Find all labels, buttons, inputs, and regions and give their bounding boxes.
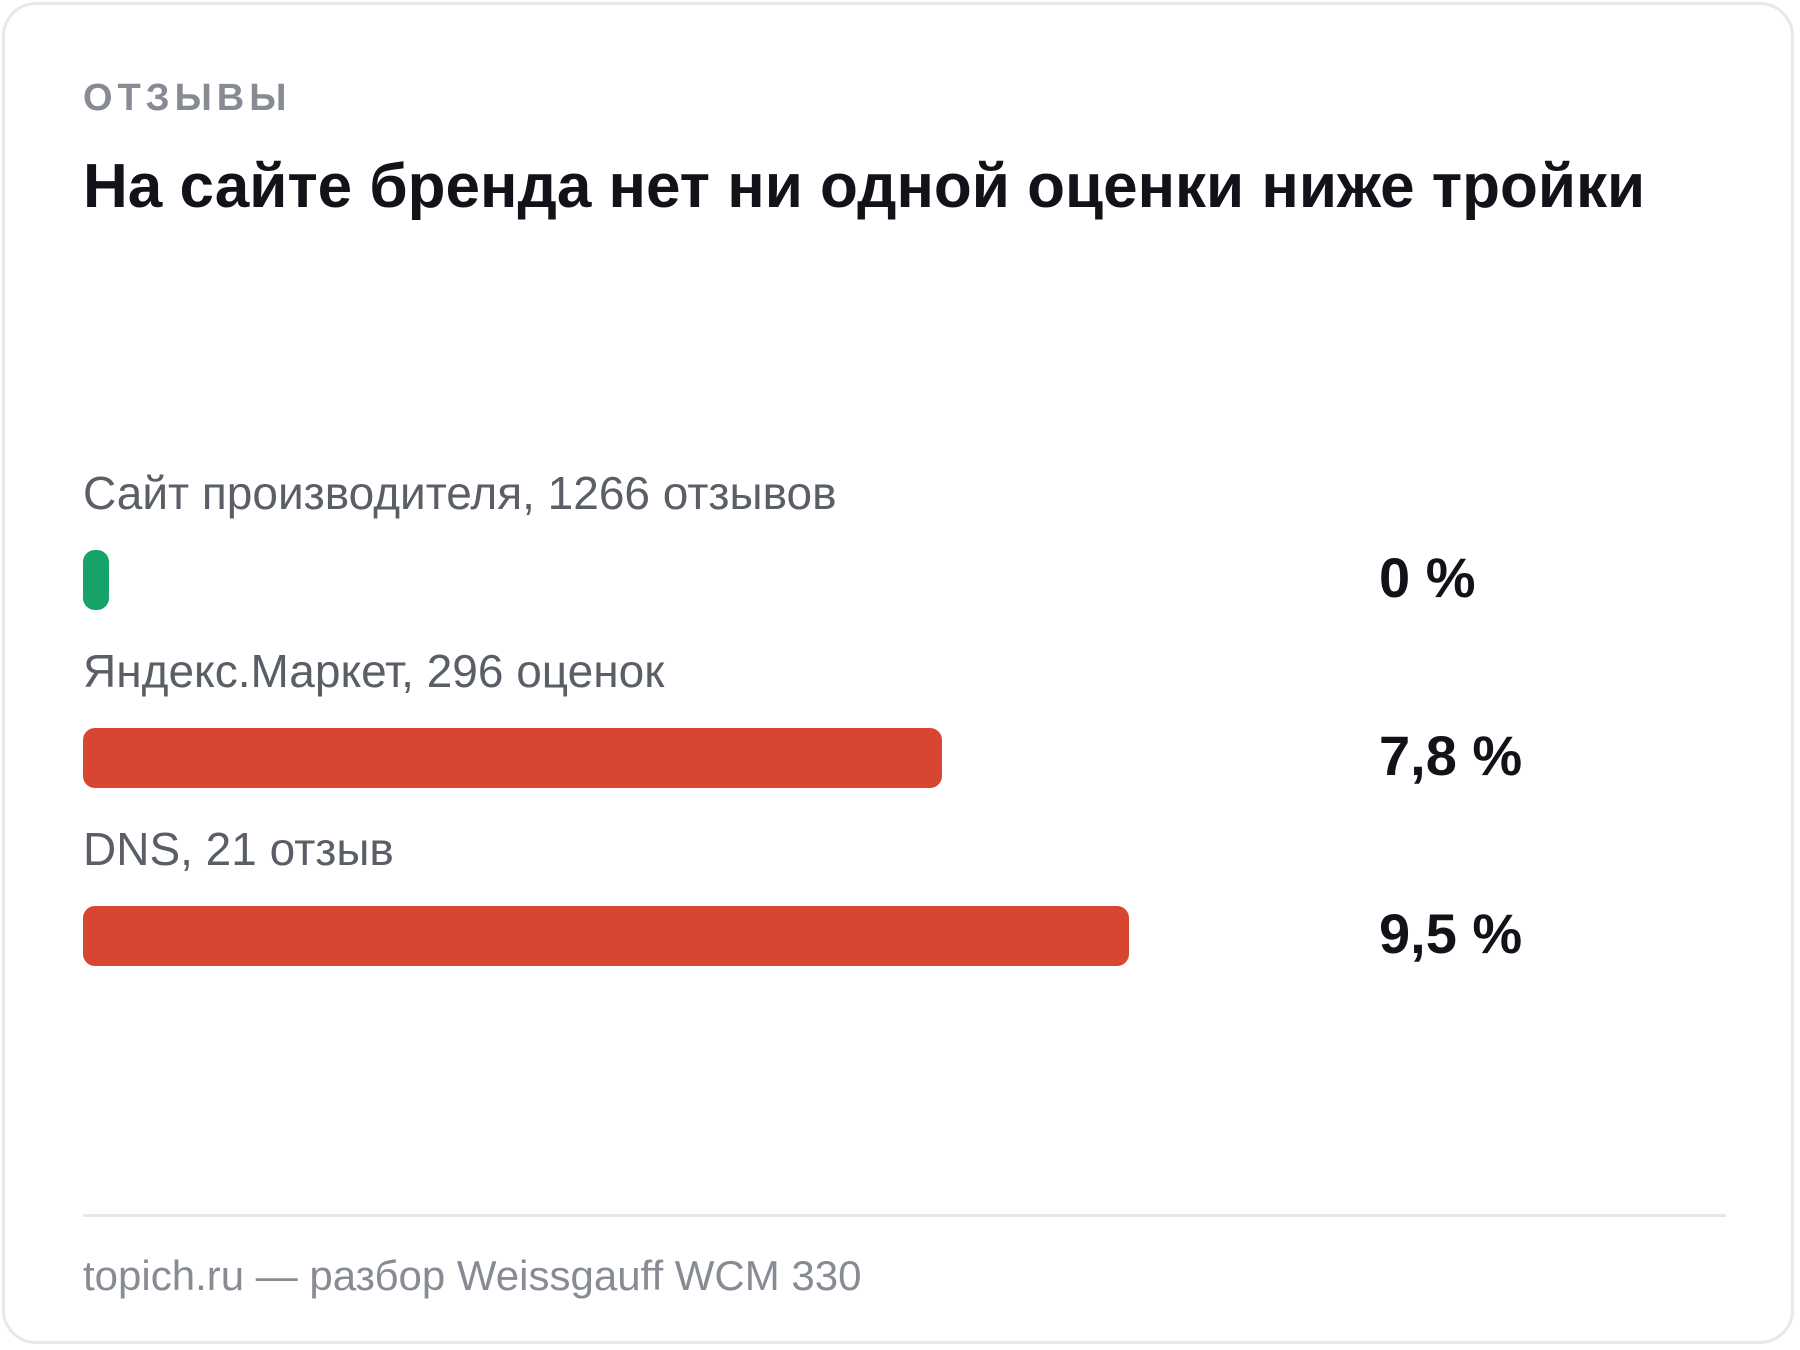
- section-eyebrow: ОТЗЫВЫ: [83, 77, 292, 119]
- bar-track: [83, 728, 1283, 788]
- bar-value-label: 0 %: [1379, 546, 1476, 609]
- bar: [83, 550, 109, 610]
- bar-row: DNS, 21 отзыв 9,5 %: [83, 826, 1743, 1004]
- chart-title: На сайте бренда нет ни одной оценки ниже…: [83, 152, 1646, 221]
- bar-category-label: Яндекс.Маркет, 296 оценок: [83, 645, 665, 697]
- bar: [83, 728, 942, 788]
- bar-track: [83, 906, 1283, 966]
- footer-divider: [83, 1214, 1726, 1217]
- bar-category-label: DNS, 21 отзыв: [83, 823, 394, 875]
- bar-track: [83, 550, 1283, 610]
- bar-row: Яндекс.Маркет, 296 оценок 7,8 %: [83, 648, 1743, 826]
- source-footer: topich.ru — разбор Weissgauff WCM 330: [83, 1252, 862, 1299]
- bar-value-label: 9,5 %: [1379, 902, 1523, 965]
- bar-value-label: 7,8 %: [1379, 724, 1523, 787]
- bar-category-label: Сайт производителя, 1266 отзывов: [83, 467, 837, 519]
- bar-row: Сайт производителя, 1266 отзывов 0 %: [83, 470, 1743, 648]
- bar: [83, 906, 1129, 966]
- bar-chart: Сайт производителя, 1266 отзывов 0 % Яндек…: [83, 470, 1743, 1004]
